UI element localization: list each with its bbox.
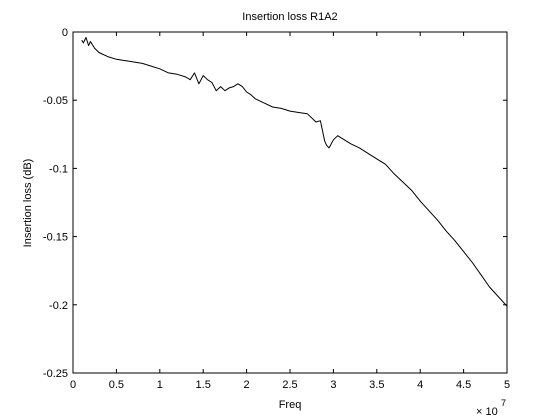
series-line (81, 37, 508, 307)
x-tick-label: 0 (70, 379, 76, 391)
x-axis-label: Freq (279, 399, 302, 411)
plot-area-frame (72, 31, 508, 374)
y-axis-label: Insertion loss (dB) (22, 159, 34, 248)
x-axis-multiplier-exponent: 7 (501, 398, 506, 408)
x-tick-label: 2 (244, 379, 250, 391)
x-axis-multiplier-label: × 10 (476, 406, 498, 418)
x-axis: 0 0.5 1 1.5 2 2.5 3 3.5 4 4.5 5 (70, 32, 510, 391)
y-tick-label: 0 (62, 27, 68, 39)
y-axis: 0 -0.05 -0.1 -0.15 -0.2 -0.25 (43, 27, 507, 380)
x-tick-label: 1 (157, 379, 163, 391)
x-tick-label: 0.5 (109, 379, 124, 391)
y-tick-label: -0.2 (49, 300, 68, 312)
y-tick-label: -0.25 (43, 368, 68, 380)
x-tick-label: 3 (330, 379, 336, 391)
x-tick-label: 5 (504, 379, 510, 391)
y-tick-label: -0.1 (49, 163, 68, 175)
x-tick-label: 4.5 (456, 379, 471, 391)
y-tick-label: -0.05 (43, 95, 68, 107)
x-tick-label: 1.5 (196, 379, 211, 391)
x-tick-label: 4 (417, 379, 423, 391)
y-tick-label: -0.15 (43, 232, 68, 244)
chart-title: Insertion loss R1A2 (242, 11, 337, 23)
x-tick-label: 3.5 (369, 379, 384, 391)
x-tick-label: 2.5 (282, 379, 297, 391)
